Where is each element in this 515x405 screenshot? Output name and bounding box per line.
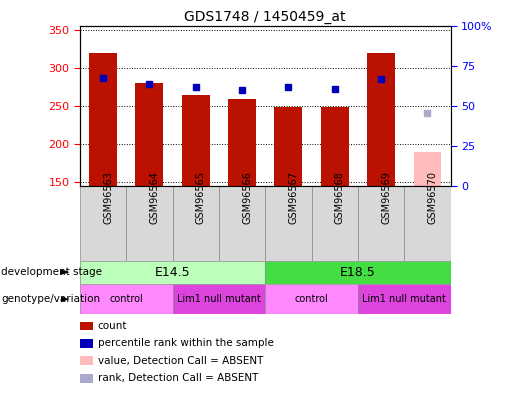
Text: genotype/variation: genotype/variation [1,294,100,304]
Bar [182,95,210,186]
Bar [80,261,265,284]
Text: GSM96568: GSM96568 [335,171,345,224]
Bar [80,186,126,261]
Text: ►: ► [61,267,70,277]
Text: rank, Detection Call = ABSENT: rank, Detection Call = ABSENT [98,373,258,383]
Text: GSM96569: GSM96569 [381,171,391,224]
Bar [173,284,265,314]
Bar [219,186,265,261]
Bar [367,53,395,186]
Bar [135,83,163,186]
Text: GSM96567: GSM96567 [288,171,298,224]
Text: control: control [295,294,329,304]
Text: E18.5: E18.5 [340,266,376,279]
Text: GSM96570: GSM96570 [427,171,437,224]
Bar [321,107,349,186]
Bar [228,99,256,186]
Text: E14.5: E14.5 [154,266,191,279]
Text: Lim1 null mutant: Lim1 null mutant [363,294,446,304]
Text: ►: ► [61,294,70,304]
Text: percentile rank within the sample: percentile rank within the sample [98,339,274,348]
Bar [358,284,451,314]
Text: count: count [98,321,127,331]
Text: GSM96564: GSM96564 [149,171,159,224]
Bar [173,186,219,261]
Text: development stage: development stage [1,267,102,277]
Bar [414,152,441,186]
Bar [274,107,302,186]
Bar [89,53,117,186]
Title: GDS1748 / 1450459_at: GDS1748 / 1450459_at [184,10,346,24]
Text: value, Detection Call = ABSENT: value, Detection Call = ABSENT [98,356,263,366]
Bar [126,186,173,261]
Bar [265,284,358,314]
Text: GSM96566: GSM96566 [242,171,252,224]
Text: control: control [109,294,143,304]
Bar [312,186,358,261]
Text: GSM96565: GSM96565 [196,171,205,224]
Text: Lim1 null mutant: Lim1 null mutant [177,294,261,304]
Bar [80,284,173,314]
Bar [358,186,404,261]
Bar [265,261,451,284]
Bar [265,186,312,261]
Text: GSM96563: GSM96563 [103,171,113,224]
Bar [404,186,451,261]
